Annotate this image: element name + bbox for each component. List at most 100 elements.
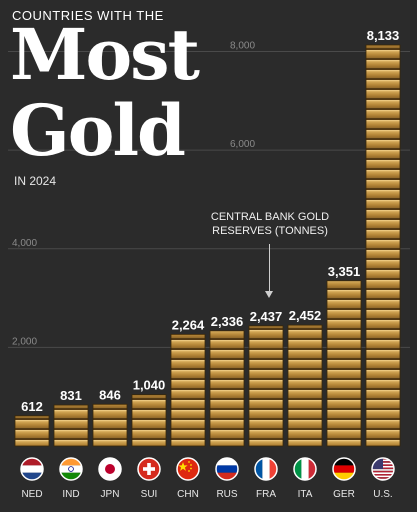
flag-stripe: [372, 475, 394, 478]
value-label: 612: [21, 399, 43, 414]
flag-ring: [254, 457, 278, 481]
germany-flag-icon: [332, 457, 356, 481]
bar-outline: [170, 333, 206, 447]
country-label: NED: [21, 489, 42, 500]
flag-stripe: [372, 474, 394, 476]
flag-stripe: [21, 465, 43, 473]
bar-outline: [326, 280, 362, 447]
flag-stripe: [262, 458, 270, 480]
value-label: 831: [60, 388, 82, 403]
russia-flag-icon: [215, 457, 239, 481]
bar-outline: [209, 330, 245, 447]
country-label: JPN: [101, 489, 120, 500]
flag-stripe: [60, 458, 82, 466]
flag-small-star: [188, 470, 190, 472]
bar-ita: [288, 325, 322, 446]
flag-stripe: [372, 472, 394, 474]
bar-outline: [248, 325, 284, 447]
annotation: CENTRAL BANK GOLD RESERVES (TONNES): [196, 210, 344, 238]
flag-body: [138, 458, 160, 480]
flag-cross: [143, 467, 155, 471]
bar-ind: [54, 405, 88, 446]
y-tick-label: 2,000: [12, 336, 37, 347]
flags-layer: [20, 457, 395, 481]
flag-small-star: [190, 464, 192, 466]
value-label: 846: [99, 387, 121, 402]
country-label: U.S.: [373, 489, 392, 500]
flag-body: [333, 458, 355, 480]
bar-us: [366, 45, 400, 446]
flag-stripe: [216, 472, 238, 480]
country-label: RUS: [216, 489, 237, 500]
flag-ring: [332, 457, 356, 481]
value-label: 2,437: [250, 309, 283, 324]
flag-ring: [371, 457, 395, 481]
value-label: 2,452: [289, 308, 322, 323]
value-label: 2,336: [211, 314, 244, 329]
flag-stripe: [308, 458, 316, 480]
bar-ned: [15, 415, 49, 446]
flag-stripe: [372, 470, 394, 473]
bar-jpn: [93, 404, 127, 446]
annotation-line2: RESERVES (TONNES): [212, 225, 328, 237]
flag-stripe: [21, 458, 43, 466]
flag-body: [255, 458, 277, 480]
y-tick-label: 6,000: [230, 139, 255, 150]
netherlands-flag-icon: [20, 457, 44, 481]
usa-flag-icon: [371, 457, 395, 481]
flag-canton: [372, 458, 383, 469]
bars-layer: [14, 44, 401, 447]
y-tick-label: 4,000: [12, 238, 37, 249]
flag-stripe: [372, 469, 394, 471]
bar-outline: [131, 394, 167, 447]
value-labels-layer: 612 831 846 1,040 2,264 2,336 2,437 2,452 3,351 8…: [21, 28, 399, 414]
flag-stripe: [294, 458, 302, 480]
header-year: IN 2024: [14, 174, 57, 188]
flag-stripe: [216, 458, 238, 466]
country-label: FRA: [256, 489, 276, 500]
flag-small-star: [188, 461, 190, 463]
flag-ring: [20, 457, 44, 481]
country-label: GER: [333, 489, 355, 500]
flag-body: [294, 458, 316, 480]
flag-body: [21, 458, 43, 480]
value-label: 1,040: [133, 378, 166, 393]
bar-outline: [92, 403, 128, 447]
country-label: IND: [62, 489, 79, 500]
country-label: CHN: [177, 489, 199, 500]
flag-ring: [215, 457, 239, 481]
bar-sui: [132, 394, 166, 446]
flag-body: [99, 458, 121, 480]
italy-flag-icon: [293, 457, 317, 481]
india-flag-icon: [59, 457, 83, 481]
value-label: 2,264: [172, 317, 205, 332]
flag-body: [177, 458, 199, 480]
japan-flag-icon: [98, 457, 122, 481]
flag-ring: [98, 457, 122, 481]
bar-outline: [287, 324, 323, 447]
flag-stripe: [21, 472, 43, 480]
header-title-line1: Most: [10, 13, 200, 96]
flag-ring: [137, 457, 161, 481]
country-label: SUI: [141, 489, 158, 500]
france-flag-icon: [254, 457, 278, 481]
flag-ring: [59, 457, 83, 481]
flag-stripe: [372, 477, 394, 479]
bar-outline: [53, 404, 89, 447]
bar-rus: [210, 330, 244, 446]
flag-stripe: [216, 465, 238, 473]
flag-disc: [105, 464, 115, 474]
bar-chn: [171, 334, 205, 446]
country-label: ITA: [298, 489, 313, 500]
flag-stripe: [333, 465, 355, 473]
china-flag-icon: [176, 457, 200, 481]
country-labels-layer: NED IND JPN SUI CHN RUS FRA ITA GER U.S.: [21, 489, 392, 500]
bar-outline: [14, 415, 50, 447]
flag-ring: [293, 457, 317, 481]
flag-stripe: [333, 458, 355, 466]
flag-ring: [176, 457, 200, 481]
flag-wheel: [68, 466, 74, 472]
flag-stripe: [333, 472, 355, 480]
